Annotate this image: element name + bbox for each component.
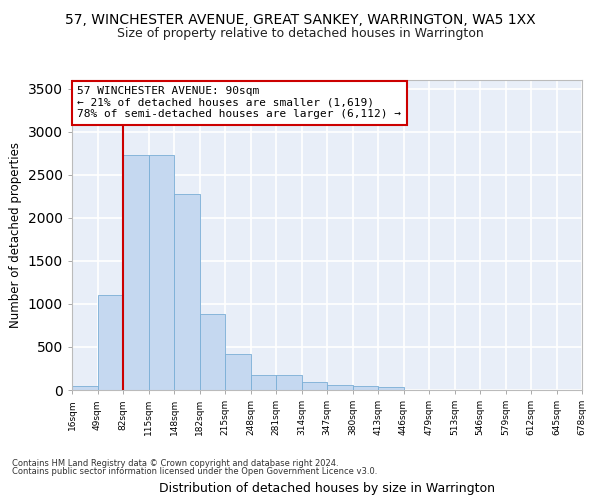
Text: 57 WINCHESTER AVENUE: 90sqm
← 21% of detached houses are smaller (1,619)
78% of : 57 WINCHESTER AVENUE: 90sqm ← 21% of det… bbox=[77, 86, 401, 120]
Bar bbox=[251, 376, 276, 390]
Bar bbox=[327, 385, 353, 390]
Bar bbox=[97, 296, 123, 390]
Bar bbox=[149, 155, 174, 390]
Text: Size of property relative to detached houses in Warrington: Size of property relative to detached ho… bbox=[116, 28, 484, 40]
Text: 57, WINCHESTER AVENUE, GREAT SANKEY, WARRINGTON, WA5 1XX: 57, WINCHESTER AVENUE, GREAT SANKEY, WAR… bbox=[65, 12, 535, 26]
Bar bbox=[72, 386, 97, 390]
Bar bbox=[225, 354, 251, 390]
Bar bbox=[276, 376, 302, 390]
Text: Contains HM Land Registry data © Crown copyright and database right 2024.: Contains HM Land Registry data © Crown c… bbox=[12, 458, 338, 468]
Bar bbox=[302, 382, 327, 390]
Bar bbox=[353, 386, 378, 390]
Bar bbox=[174, 194, 199, 390]
Bar bbox=[199, 314, 225, 390]
Text: Distribution of detached houses by size in Warrington: Distribution of detached houses by size … bbox=[159, 482, 495, 495]
Bar bbox=[378, 386, 404, 390]
Bar bbox=[123, 155, 149, 390]
Y-axis label: Number of detached properties: Number of detached properties bbox=[9, 142, 22, 328]
Text: Contains public sector information licensed under the Open Government Licence v3: Contains public sector information licen… bbox=[12, 467, 377, 476]
